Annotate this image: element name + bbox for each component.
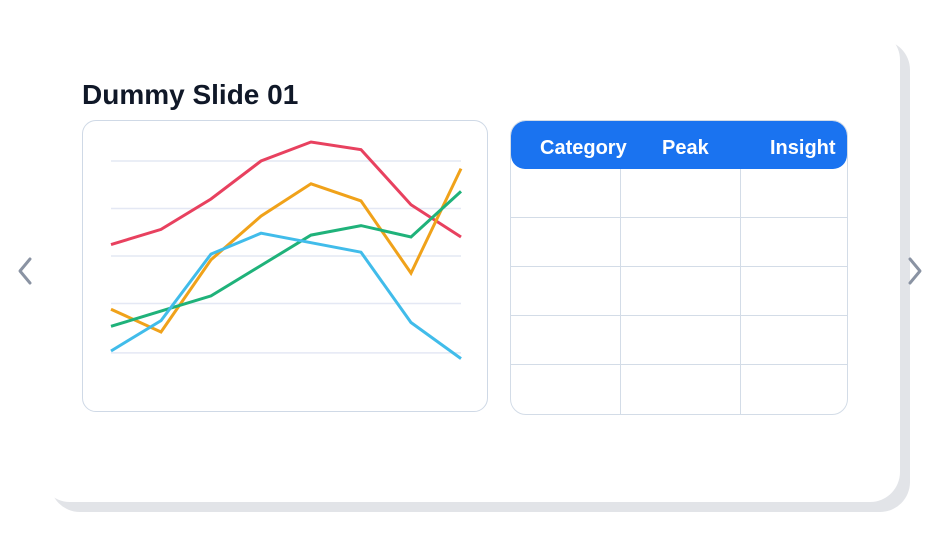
table-cell	[741, 365, 848, 414]
table-row	[511, 267, 847, 316]
chart-gridlines	[111, 161, 461, 353]
table-cell	[741, 316, 848, 364]
column-header-peak: Peak	[662, 121, 709, 169]
chevron-right-icon	[906, 256, 924, 286]
table-row	[511, 316, 847, 365]
table-cell	[621, 316, 741, 364]
column-header-category: Category	[540, 121, 627, 169]
table-row	[511, 218, 847, 267]
chevron-left-icon	[16, 256, 34, 286]
table-cell	[511, 169, 621, 217]
table-cell	[621, 169, 741, 217]
table-row	[511, 365, 847, 414]
previous-slide-button[interactable]	[16, 256, 34, 286]
line-chart	[82, 120, 488, 412]
table-cell	[511, 316, 621, 364]
table-cell	[621, 218, 741, 266]
table-cell	[741, 169, 848, 217]
table-cell	[511, 218, 621, 266]
table-cell	[621, 267, 741, 315]
line-chart-svg	[83, 121, 489, 413]
slide-title: Dummy Slide 01	[82, 78, 298, 112]
column-header-insight: Insight	[770, 121, 836, 169]
table-cell	[511, 365, 621, 414]
insight-table: Category Peak Insight	[510, 120, 848, 415]
next-slide-button[interactable]	[906, 256, 924, 286]
table-cell	[621, 365, 741, 414]
table-cell	[741, 267, 848, 315]
table-cell	[741, 218, 848, 266]
chart-series-line-1	[111, 142, 461, 245]
table-body	[511, 169, 847, 414]
table-cell	[511, 267, 621, 315]
table-row	[511, 169, 847, 218]
table-header: Category Peak Insight	[511, 121, 847, 169]
chart-series	[111, 142, 461, 359]
chart-series-line-3	[111, 191, 461, 326]
